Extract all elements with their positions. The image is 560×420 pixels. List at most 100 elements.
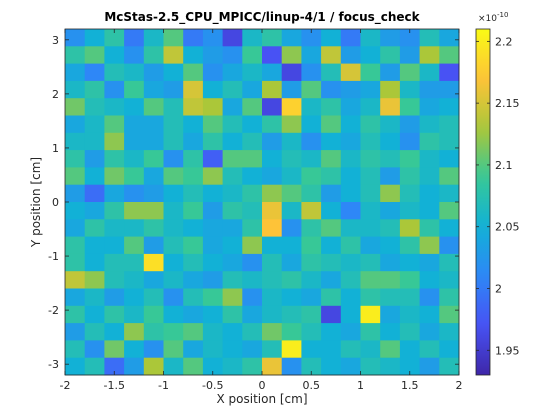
heatmap-cell [301, 357, 322, 376]
heatmap-cell [301, 150, 322, 168]
heatmap-cell [65, 184, 86, 203]
heatmap-cell [321, 184, 342, 203]
heatmap-cell [163, 150, 184, 168]
heatmap-cell [84, 150, 105, 168]
heatmap-cell [65, 63, 86, 82]
heatmap-cell [360, 80, 381, 99]
heatmap-cell [84, 305, 105, 324]
heatmap-cell [143, 80, 164, 99]
heatmap-cell [143, 357, 164, 376]
heatmap-cell [262, 29, 283, 47]
heatmap-cell [222, 167, 243, 186]
chart-title: McStas-2.5_CPU_MPICC/linup-4/1 / focus_c… [104, 10, 420, 25]
heatmap-cell [301, 46, 322, 64]
heatmap-cell [321, 80, 342, 99]
heatmap-cell [104, 167, 125, 186]
heatmap-cell [124, 80, 145, 99]
y-tick-label: -2 [48, 304, 59, 317]
heatmap-cell [84, 253, 105, 272]
colorbar-tick-label: 2 [495, 283, 502, 296]
heatmap-cell [242, 80, 263, 99]
heatmap-cell [104, 150, 125, 168]
heatmap-cell [360, 29, 381, 47]
heatmap-cell [163, 253, 184, 272]
y-tick-label: 0 [52, 196, 59, 209]
heatmap-cell [65, 219, 86, 237]
heatmap-cell [340, 98, 361, 116]
heatmap-cell [340, 46, 361, 64]
heatmap-cell [143, 29, 164, 47]
heatmap-cell [202, 150, 223, 168]
heatmap-cell [360, 150, 381, 168]
heatmap-cell [65, 167, 86, 186]
heatmap-cell [281, 167, 302, 186]
heatmap-cell [202, 253, 223, 272]
heatmap-cell [242, 219, 263, 237]
heatmap-cell [321, 357, 342, 376]
heatmap-cell [360, 219, 381, 237]
heatmap-cell [222, 132, 243, 151]
heatmap-cell [419, 236, 440, 255]
heatmap-cell [104, 98, 125, 116]
heatmap-cell [281, 219, 302, 237]
heatmap-cell [281, 305, 302, 324]
heatmap-cell [143, 340, 164, 359]
heatmap-cell [124, 115, 145, 134]
heatmap-cell [340, 340, 361, 359]
heatmap-cell [321, 150, 342, 168]
y-axis-ticks: -3 -2 -1 0 1 2 3 [48, 34, 459, 371]
heatmap-cell [262, 202, 283, 220]
heatmap-cell [202, 167, 223, 186]
heatmap-cell [163, 46, 184, 64]
heatmap-cell [380, 132, 401, 151]
heatmap-cell [104, 29, 125, 47]
heatmap-cell [281, 115, 302, 134]
heatmap-cell [183, 340, 204, 359]
heatmap-cell [242, 305, 263, 324]
heatmap-cell [360, 132, 381, 151]
heatmap-cell [202, 46, 223, 64]
heatmap-cell [399, 305, 420, 324]
heatmap-cell [222, 150, 243, 168]
colorbar-ticks: 1.95 2 2.05 2.1 2.15 2.2 [476, 35, 520, 357]
heatmap-cell [202, 29, 223, 47]
heatmap-cell [439, 167, 460, 186]
heatmap-cell [419, 167, 440, 186]
heatmap-cell [321, 98, 342, 116]
heatmap-cell [380, 167, 401, 186]
heatmap-cell [262, 184, 283, 203]
heatmap-cell [104, 80, 125, 99]
heatmap-cell [419, 288, 440, 307]
heatmap-cell [202, 80, 223, 99]
heatmap-cell [183, 202, 204, 220]
heatmap-cell [262, 132, 283, 151]
heatmap-cell [242, 29, 263, 47]
heatmap-cell [84, 167, 105, 186]
heatmap-cell [262, 357, 283, 376]
heatmap-cell [321, 46, 342, 64]
heatmap-cell [340, 150, 361, 168]
heatmap-cell [301, 340, 322, 359]
heatmap-cell [163, 184, 184, 203]
heatmap-cell [163, 236, 184, 255]
heatmap-cell [419, 184, 440, 203]
heatmap-cell [419, 98, 440, 116]
heatmap-cell [242, 253, 263, 272]
heatmap-cell [281, 271, 302, 289]
heatmap-cell [104, 115, 125, 134]
heatmap-cell [419, 219, 440, 237]
heatmap-cell [281, 80, 302, 99]
heatmap-cell [183, 219, 204, 237]
x-tick-label: 2 [456, 379, 463, 392]
heatmap-cell [65, 271, 86, 289]
heatmap-cell [281, 253, 302, 272]
heatmap-cell [143, 115, 164, 134]
heatmap-cell [163, 63, 184, 82]
heatmap-cell [360, 46, 381, 64]
heatmap-cell [124, 167, 145, 186]
heatmap-cell [124, 29, 145, 47]
heatmap-cell [301, 271, 322, 289]
heatmap-cell [163, 305, 184, 324]
heatmap-cell [439, 357, 460, 376]
